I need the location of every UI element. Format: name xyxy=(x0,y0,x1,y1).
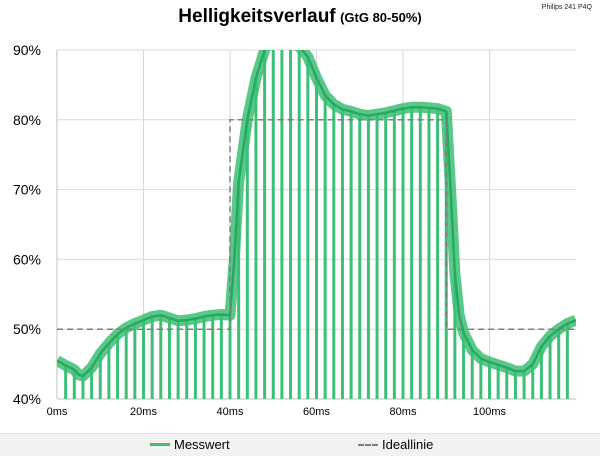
chart-title: Helligkeitsverlauf (GtG 80-50%) xyxy=(0,6,600,28)
legend-swatch-measured xyxy=(150,443,170,446)
y-tick-label: 70% xyxy=(13,182,41,198)
x-tick-label: 20ms xyxy=(130,406,157,418)
x-tick-label: 60ms xyxy=(303,406,330,418)
monitor-model-note: Philips 241 P4Q xyxy=(541,4,592,11)
series-ideallinie xyxy=(57,119,576,330)
legend-item-ideal: Ideallinie xyxy=(358,437,433,452)
x-tick-label: 40ms xyxy=(217,406,244,418)
legend-swatch-ideal xyxy=(358,443,378,446)
legend-label-measured: Messwert xyxy=(174,437,230,452)
y-tick-label: 80% xyxy=(13,112,41,128)
chart-subtitle: (GtG 80-50%) xyxy=(340,10,422,25)
x-tick-label: 0ms xyxy=(47,406,68,418)
y-tick-label: 50% xyxy=(13,321,41,337)
chart-title-main: Helligkeitsverlauf xyxy=(178,6,336,27)
y-tick-label: 40% xyxy=(13,391,41,407)
y-tick-label: 60% xyxy=(13,251,41,267)
chart-legend: Messwert Ideallinie xyxy=(0,433,600,456)
legend-label-ideal: Ideallinie xyxy=(382,437,434,452)
brightness-chart: 40% 50% 60% 70% 80% 90% 0ms 20ms 40ms 60ms 80ms 100… xyxy=(13,42,576,418)
y-tick-label: 90% xyxy=(13,42,41,58)
x-tick-label: 80ms xyxy=(390,406,417,418)
x-tick-label: 100ms xyxy=(473,406,507,418)
legend-item-measured: Messwert xyxy=(150,437,230,452)
series-messwert xyxy=(57,50,576,378)
